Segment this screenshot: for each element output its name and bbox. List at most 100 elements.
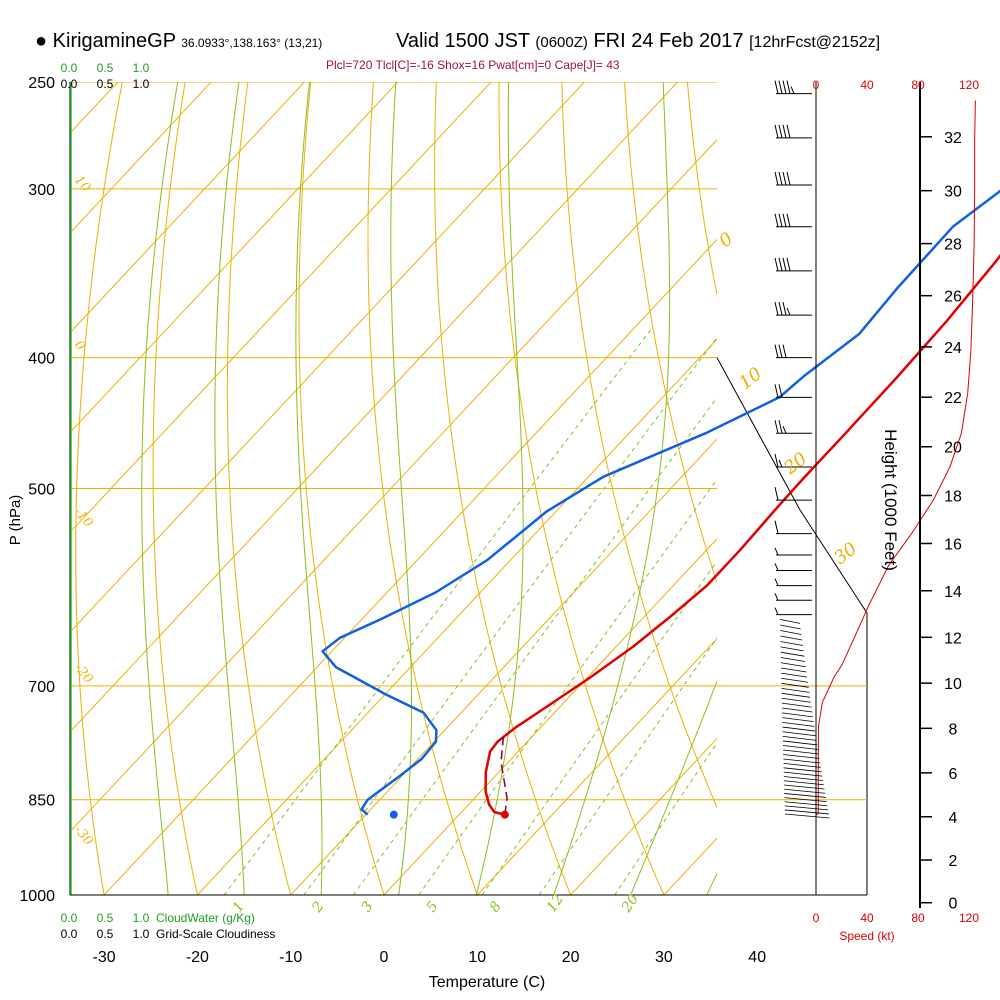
mixing-ratio-label: 5	[424, 899, 442, 916]
y-tick-label: 300	[28, 182, 55, 199]
mixing-ratio-line	[481, 560, 717, 895]
low-level-wind-line	[781, 707, 813, 713]
wind-barb	[774, 453, 812, 468]
isotherm-label: 0	[71, 338, 88, 354]
dry-adiabat-line	[152, 82, 198, 895]
dry-adiabat-line	[686, 82, 717, 298]
valid-date: FRI 24 Feb 2017	[593, 30, 744, 52]
title-station: ● KirigamineGP 36.0933°,138.163° (13,21)	[35, 30, 322, 53]
wind-barb-feather	[774, 257, 779, 272]
x-tick-label: 40	[748, 949, 766, 966]
wind-barb-feather	[774, 607, 779, 615]
low-level-wind-line	[784, 801, 828, 807]
dry-adiabat-line	[367, 82, 478, 895]
wind-barb	[774, 578, 812, 587]
dry-adiabat-line	[975, 0, 1000, 924]
cloudiness-tick-bottom: 1.0	[133, 927, 150, 941]
wind-barb	[774, 213, 812, 228]
wind-barb-feather	[778, 124, 783, 139]
valid-zulu: (0600Z)	[535, 34, 588, 51]
isotherm-line	[70, 82, 586, 633]
isotherm-label: 10	[71, 173, 93, 195]
wind-speed-line	[816, 100, 976, 816]
wind-speed-tick-top: 120	[959, 78, 979, 92]
wind-barb-feather	[782, 171, 787, 186]
low-level-wind-line	[780, 657, 806, 662]
wind-barb	[774, 171, 812, 186]
wind-barb-feather	[774, 384, 779, 398]
wind-barb-feather	[778, 80, 783, 94]
y-tick-label: 850	[28, 793, 55, 810]
wind-barb-feather	[786, 80, 791, 94]
x-tick-label: 0	[380, 949, 389, 966]
low-level-wind-line	[783, 763, 821, 768]
wind-barb-feather	[782, 425, 787, 434]
x-tick-label: 10	[468, 949, 486, 966]
isotherm-line	[70, 82, 212, 234]
low-level-wind-line	[781, 667, 807, 673]
thermo-grid	[70, 0, 1000, 924]
wind-barb	[774, 80, 812, 95]
cloudiness-label: Grid-Scale Cloudiness	[156, 927, 275, 941]
station-bullet-icon: ●	[35, 30, 48, 52]
wind-speed-tick-top: 80	[911, 78, 925, 92]
isotherm-line	[70, 82, 492, 534]
height-tick-label: 14	[944, 584, 962, 601]
wind-barb-feather	[774, 420, 779, 434]
wind-barb-feather	[786, 124, 791, 139]
mixing-ratio-label: 8	[487, 899, 505, 916]
mixing-ratio-line	[352, 396, 717, 895]
wind-speed-tick-top: 0	[813, 78, 820, 92]
height-axis	[919, 82, 932, 908]
wind-panel	[774, 80, 976, 895]
dry-adiabat-line	[624, 82, 717, 585]
wind-barb-feather	[790, 86, 795, 94]
wind-barb-feather	[774, 547, 779, 556]
wind-barb-feather	[778, 257, 783, 272]
cloudiness-tick-top: 0.0	[61, 77, 78, 91]
mixing-ratio-line	[223, 327, 653, 895]
wind-barb-feather	[782, 124, 787, 139]
low-level-wind-line	[783, 749, 819, 755]
low-level-wind-line	[784, 788, 826, 794]
surface-temperature-dot	[500, 810, 509, 819]
height-tick-label: 24	[944, 340, 962, 357]
moist-adiabat-line	[475, 82, 524, 895]
dry-adiabat-line	[561, 82, 717, 809]
low-level-wind-line	[781, 682, 809, 688]
height-axis-label: Height (1000 Feet)	[881, 429, 900, 571]
x-tick-label: -30	[93, 949, 116, 966]
temperature-line	[484, 254, 1000, 816]
low-level-wind-line	[780, 630, 802, 635]
wind-barb-feather	[778, 171, 783, 186]
height-tick-label: 8	[949, 721, 958, 738]
low-level-wind-line	[782, 721, 815, 727]
wind-barb	[774, 563, 812, 571]
isotherm-line	[569, 737, 717, 895]
wind-barb-feather	[774, 80, 779, 94]
low-level-wind-line	[780, 635, 803, 641]
wind-barb	[774, 607, 812, 616]
upper-mask	[717, 82, 867, 613]
wind-barb-feather	[786, 213, 791, 227]
isotherm-line	[70, 82, 306, 334]
cloudiness-tick-top: 1.0	[133, 77, 150, 91]
low-level-wind-line	[784, 797, 827, 803]
wind-speed-tick-bottom: 0	[813, 911, 820, 925]
low-level-wind-line	[782, 726, 816, 732]
cloudiness-tick-bottom: 0.0	[61, 927, 78, 941]
low-level-wind-line	[783, 767, 822, 773]
wind-barb-feather	[778, 420, 783, 434]
dry-adiabat-line	[75, 82, 123, 895]
height-tick-label: 22	[944, 390, 962, 407]
low-level-wind-line	[783, 776, 824, 781]
wind-barb-feather	[774, 563, 779, 571]
wind-barb-feather	[782, 213, 787, 227]
wind-barb-feather	[778, 344, 783, 358]
wind-speed-axis-label: Speed (kt)	[839, 929, 894, 943]
wind-barb-feather	[786, 307, 791, 316]
mixing-ratio-label: 2	[309, 899, 328, 916]
wind-barb-feather	[778, 301, 783, 316]
cloud-water-tick-top: 1.0	[133, 61, 150, 75]
